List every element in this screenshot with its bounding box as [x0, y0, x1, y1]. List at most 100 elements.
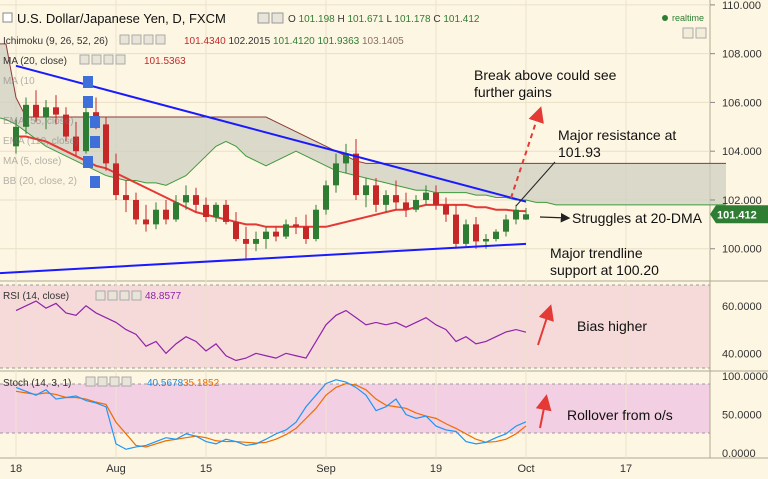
candle-body	[133, 199, 139, 220]
last-price-label: 101.412	[717, 209, 757, 221]
legend-ichimoku[interactable]: Ichimoku (9, 26, 52, 26) 101.4340 102.20…	[3, 34, 404, 47]
chart-header: U.S. Dollar/Japanese Yen, D, FXCM O 101.…	[2, 11, 707, 39]
indicator-icon[interactable]	[83, 96, 93, 108]
close-icon[interactable]	[155, 34, 166, 45]
resistance-annotation: Major resistance at 101.93	[558, 127, 676, 160]
candle-body	[43, 107, 49, 118]
candle-body	[233, 221, 239, 239]
candle-body	[253, 238, 259, 244]
settings-icon[interactable]	[257, 12, 270, 24]
rsi-tick-label: 60.0000	[722, 301, 762, 313]
last-price-tag: 101.412	[710, 205, 768, 224]
add-icon[interactable]	[103, 54, 114, 65]
eye-icon[interactable]	[271, 12, 284, 24]
close-icon[interactable]	[121, 376, 132, 387]
candle-body	[373, 185, 379, 205]
settings-icon[interactable]	[85, 376, 96, 387]
candle-body	[503, 219, 509, 232]
candle-body	[513, 209, 519, 220]
close-icon[interactable]	[115, 54, 126, 65]
legend-stoch-label: Stoch (14, 3, 1)	[3, 378, 71, 389]
candle-body	[273, 231, 279, 237]
candle-body	[53, 107, 59, 115]
y-tick-label: 104.000	[722, 146, 762, 158]
candle-body	[263, 231, 269, 239]
candle-body	[193, 195, 199, 205]
eye-icon[interactable]	[107, 290, 118, 301]
stoch-tick-label: 100.0000	[722, 371, 768, 383]
legend-rsi[interactable]: RSI (14, close) 48.8577	[3, 290, 182, 302]
candle-body	[493, 231, 499, 239]
add-icon[interactable]	[143, 34, 154, 45]
candle-body	[63, 114, 69, 137]
legend-ma20-value: 101.5363	[144, 56, 186, 67]
rsi-up-arrow	[537, 304, 554, 346]
indicator-icon[interactable]	[83, 156, 93, 168]
y-tick-label: 108.000	[722, 49, 762, 61]
add-icon[interactable]	[119, 290, 130, 301]
legend-ema110-label: EMA (110, close)	[3, 136, 78, 147]
y-tick-label: 106.000	[722, 97, 762, 109]
rsi-line	[15, 300, 527, 362]
indicator-icon[interactable]	[90, 136, 100, 148]
close-icon[interactable]	[131, 290, 142, 301]
candle-body	[363, 185, 369, 196]
legend-ma5-label: MA (5, close)	[3, 156, 61, 167]
add-icon[interactable]	[109, 376, 120, 387]
candle-body	[173, 202, 179, 220]
candle-body	[123, 195, 129, 200]
legend-bb-label: BB (20, close, 2)	[3, 176, 77, 187]
rollover-annotation: Rollover from o/s	[567, 407, 673, 423]
candle-body	[423, 192, 429, 200]
legend-stoch[interactable]: Stoch (14, 3, 1) 40.5678 35.1852	[3, 376, 220, 389]
candle-body	[303, 226, 309, 239]
legend-rsi-label: RSI (14, close)	[3, 291, 69, 302]
legend-ichimoku-label: Ichimoku (9, 26, 52, 26)	[3, 36, 108, 47]
indicator-icon[interactable]	[90, 116, 100, 128]
candle-body	[293, 224, 299, 227]
x-tick-label: Sep	[316, 463, 336, 475]
x-tick-label: Oct	[517, 463, 534, 475]
legend-ma10-label: MA (10	[3, 76, 35, 87]
legend-ema55-label: EMA (55, close)	[3, 116, 74, 127]
legend-rsi-value: 48.8577	[145, 291, 182, 302]
collapse-icon[interactable]	[2, 12, 13, 23]
candle-body	[353, 153, 359, 196]
rsi-tick-label: 40.0000	[722, 348, 762, 360]
eye-icon[interactable]	[91, 54, 102, 65]
candle-body	[163, 209, 169, 220]
settings-icon[interactable]	[79, 54, 90, 65]
stoch-up-arrow	[535, 394, 552, 429]
candle-body	[223, 204, 229, 222]
settings-icon[interactable]	[119, 34, 130, 45]
struggles-arrow	[539, 212, 571, 223]
candle-body	[343, 153, 349, 164]
struggles-annotation: Struggles at 20-DMA	[572, 210, 703, 226]
candle-body	[83, 112, 89, 152]
indicator-icon[interactable]	[83, 76, 93, 88]
candle-body	[403, 202, 409, 210]
legend-ma20-label: MA (20, close)	[3, 56, 67, 67]
stoch-d-line	[15, 382, 527, 448]
candle-body	[203, 204, 209, 218]
legend-ichimoku-values: 101.4340 102.2015 101.4120 101.9363 103.…	[184, 36, 404, 47]
eye-icon[interactable]	[97, 376, 108, 387]
candle-body	[393, 195, 399, 203]
eye-icon[interactable]	[131, 34, 142, 45]
pin-icon[interactable]	[682, 27, 694, 39]
chart-title: U.S. Dollar/Japanese Yen, D, FXCM	[17, 11, 226, 26]
candle-body	[313, 209, 319, 239]
x-tick-label: 15	[200, 463, 212, 475]
realtime-label: realtime	[672, 13, 704, 23]
realtime-dot	[662, 15, 668, 21]
break-arrow	[510, 106, 544, 199]
stoch-tick-label: 0.0000	[722, 448, 756, 460]
settings-icon[interactable]	[95, 290, 106, 301]
break-annotation: Break above could see further gains	[474, 67, 617, 100]
resistance-pointer	[515, 161, 556, 207]
indicator-icon[interactable]	[90, 176, 100, 188]
ohlc-readout: O 101.198 H 101.671 L 101.178 C 101.412	[288, 14, 480, 25]
legend-ma20[interactable]: MA (20, close) 101.5363	[3, 54, 186, 67]
candle-body	[463, 224, 469, 244]
close-icon[interactable]	[695, 27, 707, 39]
